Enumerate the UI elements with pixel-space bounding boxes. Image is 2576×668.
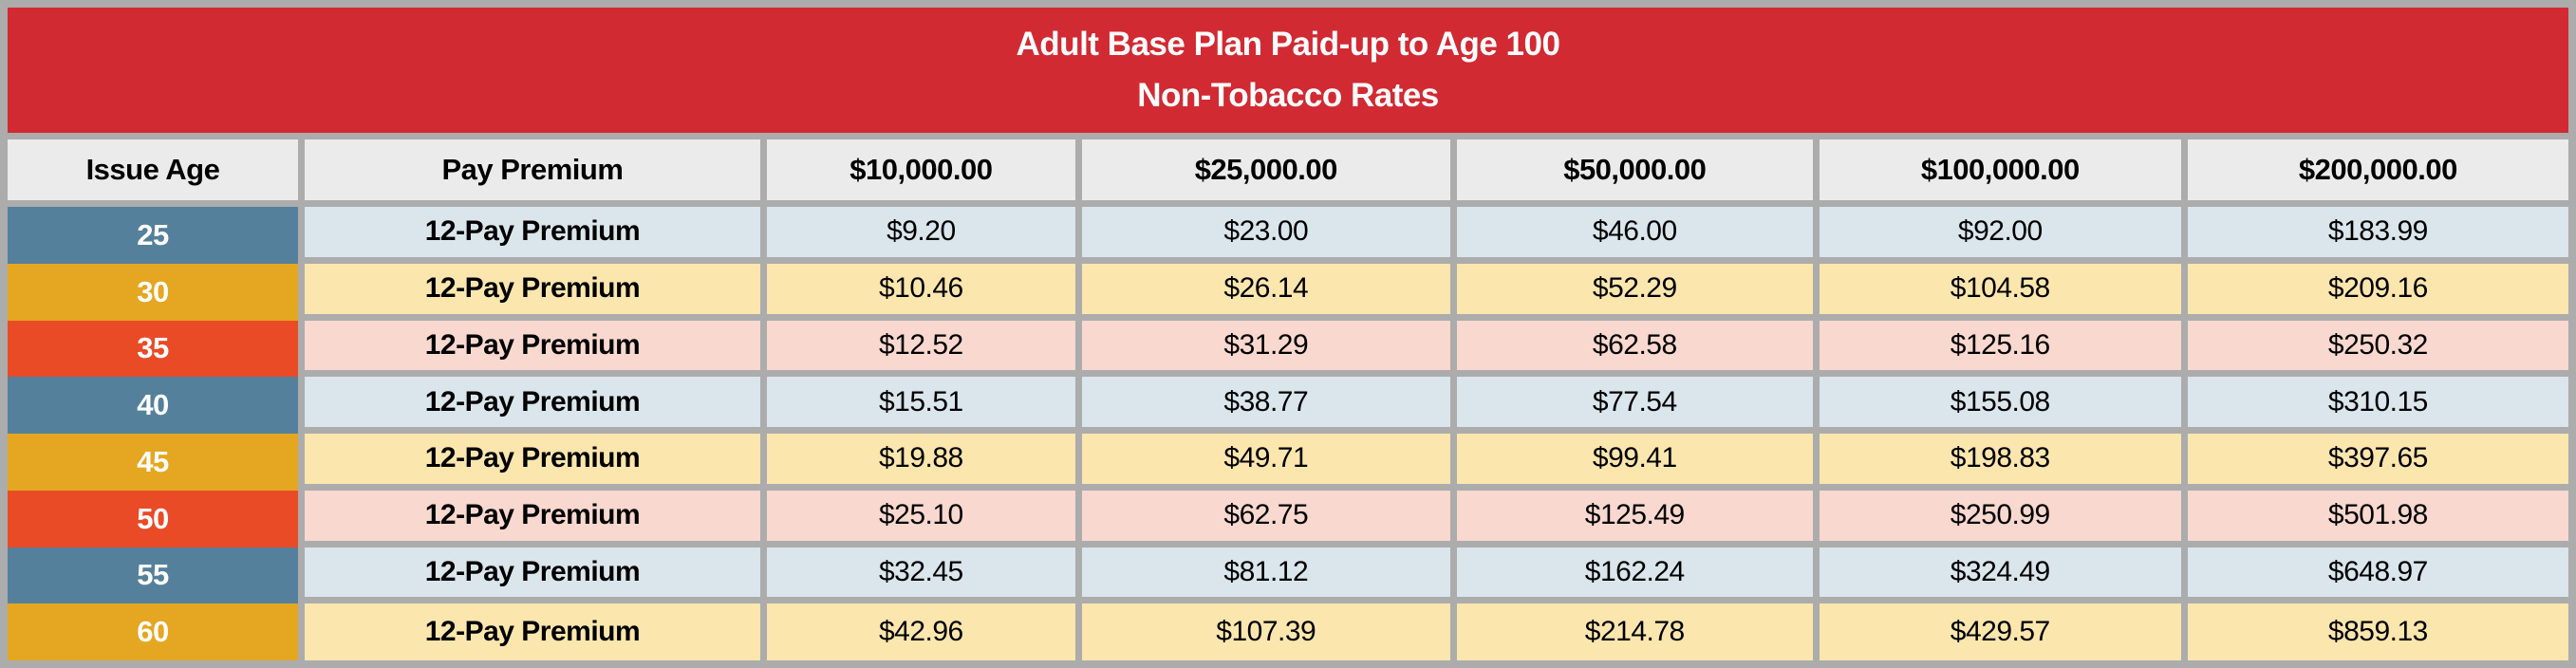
rate-cell: $104.58 (1819, 263, 2188, 321)
premium-type-cell: 12-Pay Premium (304, 320, 767, 378)
rate-cell: $324.49 (1819, 547, 2188, 604)
rate-cell: $46.00 (1456, 207, 1820, 264)
issue-age-cell: 55 (8, 547, 305, 604)
rate-cell: $92.00 (1819, 207, 2188, 264)
premium-type-cell: 12-Pay Premium (304, 490, 767, 547)
column-header-100000: $100,000.00 (1819, 139, 2188, 207)
title-line-2: Non-Tobacco Rates (1137, 77, 1439, 114)
rate-cell: $214.78 (1456, 603, 1820, 660)
rate-cell: $310.15 (2187, 377, 2568, 434)
column-header-issue-age: Issue Age (8, 139, 305, 207)
rate-cell: $125.16 (1819, 320, 2188, 378)
rate-cell: $209.16 (2187, 263, 2568, 321)
rate-cell: $429.57 (1819, 603, 2188, 660)
column-header-50000: $50,000.00 (1456, 139, 1820, 207)
issue-age-cell: 30 (8, 263, 305, 321)
rate-cell: $9.20 (766, 207, 1082, 264)
rate-cell: $38.77 (1081, 377, 1457, 434)
rate-cell: $397.65 (2187, 434, 2568, 491)
rate-cell: $32.45 (766, 547, 1082, 604)
rate-cell: $23.00 (1081, 207, 1457, 264)
rate-cell: $198.83 (1819, 434, 2188, 491)
issue-age-cell: 40 (8, 377, 305, 434)
rate-cell: $81.12 (1081, 547, 1457, 604)
column-header-10000: $10,000.00 (766, 139, 1082, 207)
rate-cell: $155.08 (1819, 377, 2188, 434)
issue-age-cell: 35 (8, 320, 305, 378)
issue-age-cell: 50 (8, 490, 305, 547)
rate-cell: $42.96 (766, 603, 1082, 660)
rate-cell: $77.54 (1456, 377, 1820, 434)
rate-cell: $15.51 (766, 377, 1082, 434)
issue-age-cell: 60 (8, 603, 305, 660)
rate-cell: $859.13 (2187, 603, 2568, 660)
rate-cell: $10.46 (766, 263, 1082, 321)
rate-cell: $99.41 (1456, 434, 1820, 491)
rate-cell: $125.49 (1456, 490, 1820, 547)
issue-age-cell: 45 (8, 434, 305, 491)
rate-cell: $31.29 (1081, 320, 1457, 378)
premium-type-cell: 12-Pay Premium (304, 547, 767, 604)
rate-grid: Issue Age Pay Premium $10,000.00 $25,000… (8, 139, 2568, 660)
table-title-banner: Adult Base Plan Paid-up to Age 100 Non-T… (8, 8, 2568, 133)
premium-type-cell: 12-Pay Premium (304, 434, 767, 491)
rate-cell: $49.71 (1081, 434, 1457, 491)
rate-cell: $19.88 (766, 434, 1082, 491)
rate-cell: $250.99 (1819, 490, 2188, 547)
issue-age-cell: 25 (8, 207, 305, 264)
title-line-1: Adult Base Plan Paid-up to Age 100 (1016, 25, 1560, 63)
column-header-25000: $25,000.00 (1081, 139, 1457, 207)
rate-cell: $62.58 (1456, 320, 1820, 378)
rate-cell: $250.32 (2187, 320, 2568, 378)
rate-cell: $12.52 (766, 320, 1082, 378)
rate-cell: $62.75 (1081, 490, 1457, 547)
premium-type-cell: 12-Pay Premium (304, 377, 767, 434)
premium-type-cell: 12-Pay Premium (304, 263, 767, 321)
rate-cell: $501.98 (2187, 490, 2568, 547)
premium-type-cell: 12-Pay Premium (304, 603, 767, 660)
rate-cell: $162.24 (1456, 547, 1820, 604)
premium-type-cell: 12-Pay Premium (304, 207, 767, 264)
rate-cell: $26.14 (1081, 263, 1457, 321)
column-header-pay-premium: Pay Premium (304, 139, 767, 207)
rate-cell: $52.29 (1456, 263, 1820, 321)
rate-cell: $25.10 (766, 490, 1082, 547)
column-header-200000: $200,000.00 (2187, 139, 2568, 207)
rate-cell: $648.97 (2187, 547, 2568, 604)
rate-cell: $183.99 (2187, 207, 2568, 264)
rate-cell: $107.39 (1081, 603, 1457, 660)
